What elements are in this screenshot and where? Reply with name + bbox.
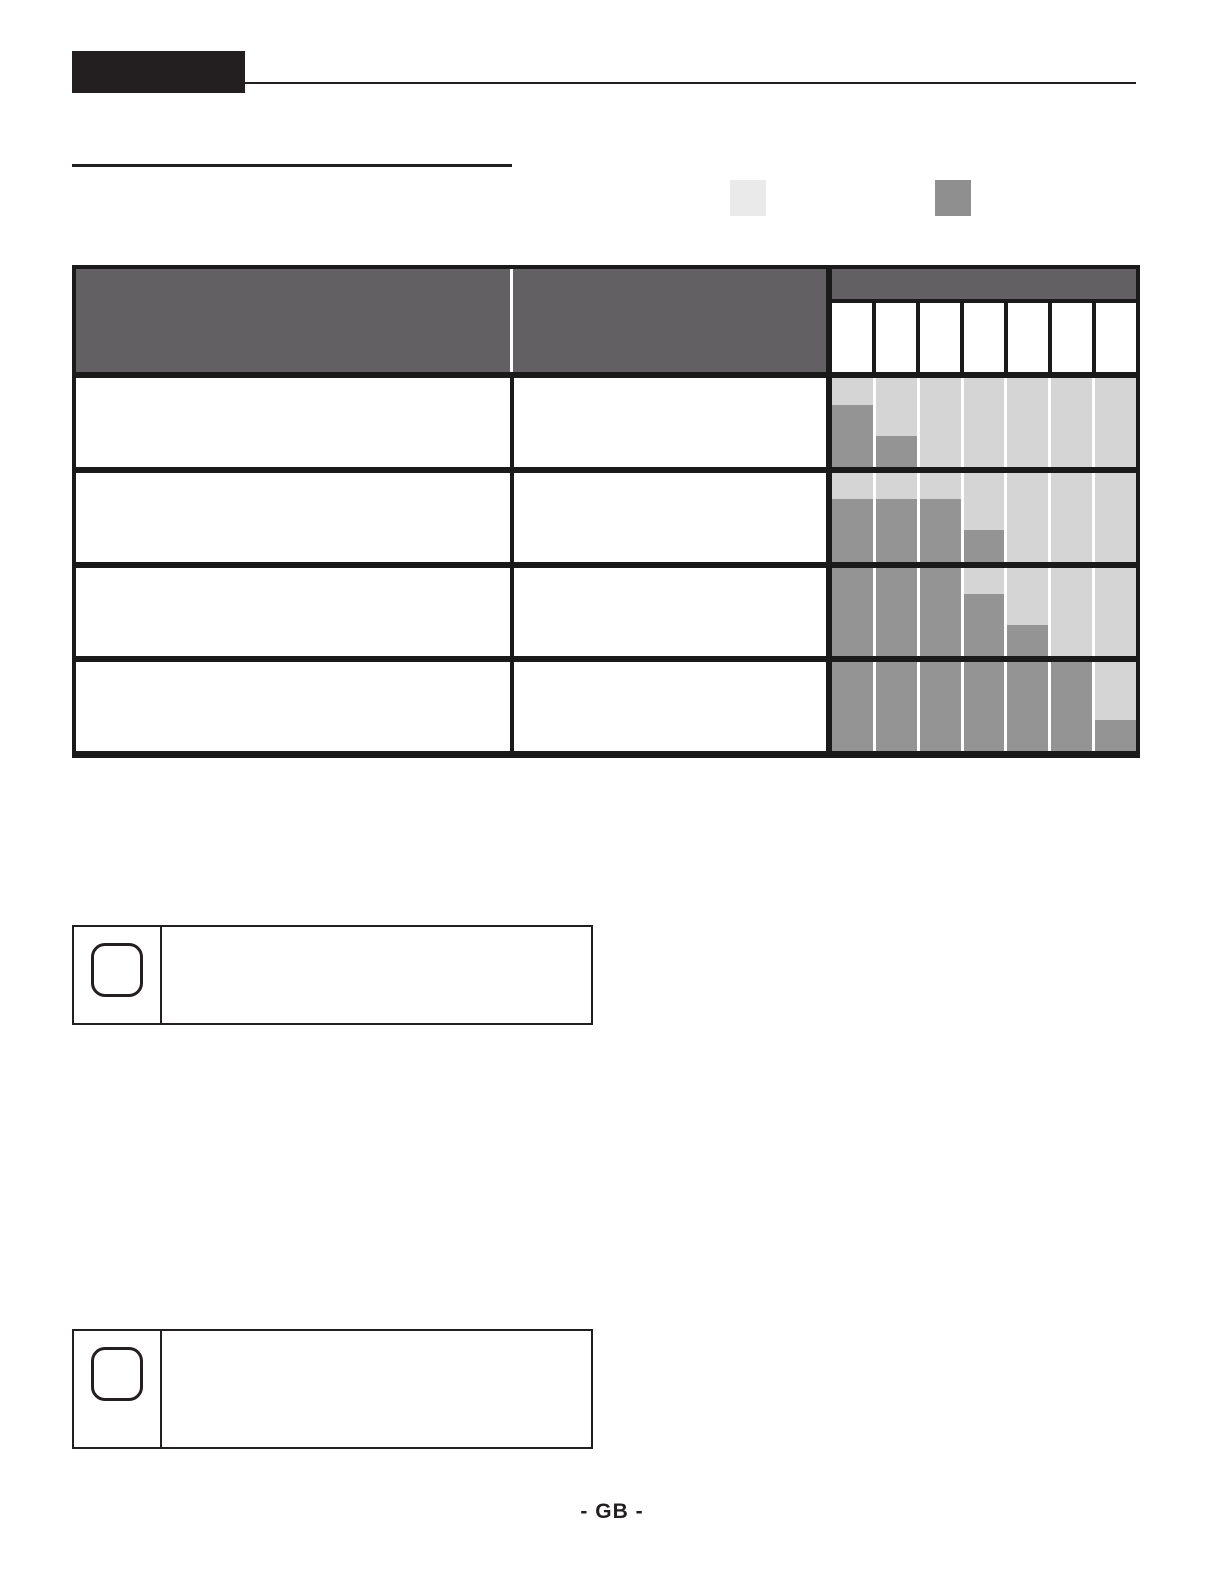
- level-bar: [963, 530, 1005, 562]
- level-bar: [875, 567, 917, 657]
- settings-table: [72, 265, 1140, 758]
- level-bar: [875, 435, 917, 467]
- level-column: [1095, 378, 1137, 467]
- table-row: [76, 662, 1137, 751]
- table-cell-left: [76, 378, 514, 467]
- level-bar: [919, 567, 961, 657]
- level-column: [832, 662, 876, 751]
- footer-page-label: - GB -: [580, 1500, 644, 1523]
- level-bar: [832, 662, 873, 751]
- table-row: [76, 472, 1137, 568]
- note-text-area: [162, 927, 591, 1023]
- table-row: [76, 378, 1137, 473]
- level-bar: [875, 499, 917, 562]
- level-bar: [1095, 719, 1137, 751]
- table-row: [76, 567, 1137, 663]
- legend-swatch: [730, 180, 766, 216]
- level-subheader-cell: [1096, 303, 1136, 372]
- level-bar: [963, 662, 1005, 751]
- level-subheader-cell: [832, 303, 876, 372]
- level-bar: [919, 662, 961, 751]
- section-tab-block: [72, 51, 245, 93]
- level-column: [1095, 472, 1137, 562]
- table-header-cell-left: [76, 269, 513, 372]
- level-column: [919, 567, 964, 657]
- level-column: [875, 378, 920, 467]
- level-bar: [963, 594, 1005, 657]
- note-text-area: [162, 1331, 591, 1447]
- level-column: [1051, 472, 1096, 562]
- levels-subheader: [832, 303, 1136, 372]
- table-cell-left: [76, 472, 514, 562]
- level-column: [1095, 662, 1137, 751]
- level-bars-cell: [832, 472, 1137, 562]
- level-subheader-cell: [1008, 303, 1052, 372]
- level-column: [919, 378, 964, 467]
- rounded-square-icon: [91, 1347, 143, 1401]
- table-header-cell-middle: [513, 269, 832, 372]
- note-icon-cell: [74, 1331, 162, 1447]
- level-bars-cell: [832, 662, 1137, 751]
- level-column: [832, 378, 876, 467]
- level-column: [963, 662, 1008, 751]
- table-cell-middle: [514, 567, 832, 657]
- title-underline: [72, 164, 512, 167]
- level-bar: [875, 662, 917, 751]
- legend-swatch: [935, 180, 971, 216]
- level-column: [1051, 567, 1096, 657]
- level-column: [1051, 662, 1096, 751]
- level-bar: [832, 567, 873, 657]
- level-subheader-cell: [1052, 303, 1096, 372]
- level-column: [832, 472, 876, 562]
- level-column: [919, 662, 964, 751]
- levels-band-header: [832, 269, 1136, 303]
- level-column: [875, 662, 920, 751]
- level-column: [1007, 378, 1052, 467]
- level-column: [875, 472, 920, 562]
- table-header-levels: [832, 269, 1136, 372]
- table-cell-middle: [514, 662, 832, 751]
- table-body: [76, 378, 1137, 751]
- rounded-square-icon: [91, 943, 143, 997]
- level-column: [1095, 567, 1137, 657]
- level-bars-cell: [832, 378, 1137, 467]
- level-bar: [1007, 662, 1049, 751]
- table-cell-middle: [514, 378, 832, 467]
- level-bar: [1051, 662, 1093, 751]
- level-column: [1007, 472, 1052, 562]
- note-icon-cell: [74, 927, 162, 1023]
- level-bar: [919, 499, 961, 562]
- table-cell-middle: [514, 472, 832, 562]
- level-subheader-cell: [920, 303, 964, 372]
- level-bar: [832, 499, 873, 562]
- level-column: [1051, 378, 1096, 467]
- table-header-row: [76, 269, 1136, 378]
- level-column: [963, 378, 1008, 467]
- level-column: [963, 567, 1008, 657]
- table-cell-left: [76, 567, 514, 657]
- note-box: [72, 925, 593, 1025]
- level-column: [875, 567, 920, 657]
- table-cell-left: [76, 662, 514, 751]
- level-column: [963, 472, 1008, 562]
- header-rule: [245, 82, 1136, 84]
- level-column: [832, 567, 876, 657]
- level-column: [919, 472, 964, 562]
- level-bars-cell: [832, 567, 1137, 657]
- note-box: [72, 1329, 593, 1449]
- level-column: [1007, 567, 1052, 657]
- level-subheader-cell: [964, 303, 1008, 372]
- level-column: [1007, 662, 1052, 751]
- level-subheader-cell: [876, 303, 920, 372]
- level-bar: [1007, 625, 1049, 657]
- level-bar: [832, 404, 873, 467]
